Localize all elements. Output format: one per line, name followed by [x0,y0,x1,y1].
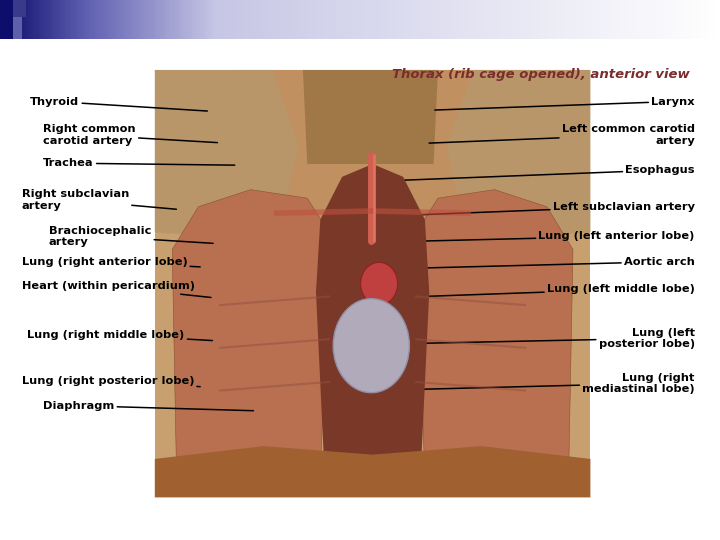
Polygon shape [416,190,573,476]
Text: Heart (within pericardium): Heart (within pericardium) [22,281,211,298]
Text: Left common carotid
artery: Left common carotid artery [429,124,695,146]
Text: Esophagus: Esophagus [403,165,695,180]
Text: Lung (right anterior lobe): Lung (right anterior lobe) [22,257,200,267]
Text: Lung (left
posterior lobe): Lung (left posterior lobe) [361,328,695,349]
Text: Diaphragm: Diaphragm [43,401,253,411]
Text: Lung (right middle lobe): Lung (right middle lobe) [27,329,212,341]
Polygon shape [233,70,512,241]
Text: Lung (left anterior lobe): Lung (left anterior lobe) [370,231,695,242]
Bar [0,0,13,39]
Polygon shape [316,164,429,476]
Polygon shape [155,70,299,241]
Ellipse shape [333,299,410,393]
Bar [13,17,22,39]
Text: Left subclavian artery: Left subclavian artery [367,202,695,217]
Text: Lung (right posterior lobe): Lung (right posterior lobe) [22,376,200,387]
Ellipse shape [361,262,397,305]
Text: Right subclavian
artery: Right subclavian artery [22,190,176,211]
Text: Thyroid: Thyroid [30,97,207,111]
Polygon shape [303,70,438,164]
Text: Trachea: Trachea [43,158,235,168]
Polygon shape [172,190,329,476]
Text: Lung (left middle lobe): Lung (left middle lobe) [367,285,695,299]
Text: Lung (right
mediastinal lobe): Lung (right mediastinal lobe) [367,373,695,394]
Polygon shape [446,70,590,241]
Text: Larynx: Larynx [435,97,695,110]
Text: Thorax (rib cage opened), anterior view: Thorax (rib cage opened), anterior view [392,68,690,81]
Bar [155,70,590,497]
Polygon shape [155,446,590,497]
Text: Aortic arch: Aortic arch [369,257,695,269]
Text: Brachiocephalic
artery: Brachiocephalic artery [49,226,213,247]
Bar [13,0,26,17]
Text: Right common
carotid artery: Right common carotid artery [43,124,217,146]
